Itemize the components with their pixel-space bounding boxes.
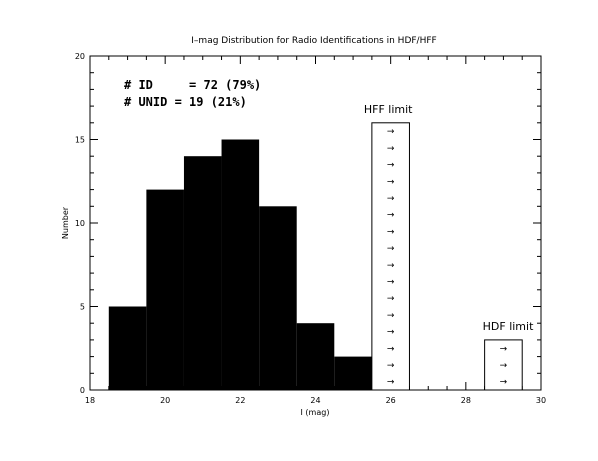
arrow-icon: → bbox=[387, 328, 395, 338]
x-tick-label: 24 bbox=[310, 396, 320, 405]
y-tick-label: 10 bbox=[75, 219, 85, 228]
histogram-bar bbox=[183, 156, 222, 390]
y-axis-label: Number bbox=[61, 206, 70, 239]
arrow-icon: → bbox=[387, 194, 395, 204]
x-axis-label: I (mag) bbox=[301, 408, 330, 417]
y-tick-label: 15 bbox=[75, 136, 85, 145]
arrow-icon: → bbox=[387, 311, 395, 321]
arrow-icon: → bbox=[500, 344, 508, 354]
limit-label: HFF limit bbox=[364, 103, 413, 116]
histogram-bar bbox=[108, 306, 147, 390]
x-tick-label: 30 bbox=[536, 396, 546, 405]
y-tick-label: 20 bbox=[75, 52, 85, 61]
histogram-bar bbox=[296, 323, 335, 390]
arrow-icon: → bbox=[387, 161, 395, 171]
limit-label: HDF limit bbox=[483, 320, 534, 333]
x-tick-label: 22 bbox=[235, 396, 245, 405]
stat-unidentified: # UNID = 19 (21%) bbox=[124, 95, 247, 109]
histogram-bar bbox=[259, 206, 297, 390]
arrow-icon: → bbox=[387, 244, 395, 254]
histogram-bar bbox=[146, 189, 184, 390]
arrow-icon: → bbox=[387, 294, 395, 304]
arrow-icon: → bbox=[387, 227, 395, 237]
limit-bar bbox=[484, 339, 523, 391]
y-tick-label: 0 bbox=[80, 386, 85, 395]
histogram-bar bbox=[221, 139, 260, 390]
tick-labels: 18 20 22 24 26 28 30 0 5 10 15 20 bbox=[75, 52, 546, 405]
limit-bar bbox=[371, 122, 410, 391]
arrow-icon: → bbox=[500, 378, 508, 388]
arrow-icon: → bbox=[387, 361, 395, 371]
arrow-icon: → bbox=[387, 277, 395, 287]
x-tick-label: 20 bbox=[160, 396, 170, 405]
arrow-icon: → bbox=[387, 211, 395, 221]
arrow-icon: → bbox=[387, 144, 395, 154]
y-tick-label: 5 bbox=[80, 303, 85, 312]
axis-ticks bbox=[89, 55, 542, 391]
histogram-bars bbox=[108, 139, 372, 390]
x-tick-label: 28 bbox=[461, 396, 471, 405]
arrow-icon: → bbox=[500, 361, 508, 371]
arrow-icon: → bbox=[387, 127, 395, 137]
x-tick-label: 18 bbox=[85, 396, 95, 405]
arrow-icon: → bbox=[387, 344, 395, 354]
chart-title: I–mag Distribution for Radio Identificat… bbox=[191, 36, 436, 46]
stat-identified: # ID = 72 (79%) bbox=[124, 78, 261, 92]
histogram-bar bbox=[334, 356, 372, 390]
limit-bars: HFF limit → → → → → → → → → → → → → → → → HDF limit → → → bbox=[364, 103, 534, 391]
arrow-icon: → bbox=[387, 378, 395, 388]
x-tick-label: 26 bbox=[386, 396, 396, 405]
arrow-icon: → bbox=[387, 261, 395, 271]
arrow-icon: → bbox=[387, 177, 395, 187]
